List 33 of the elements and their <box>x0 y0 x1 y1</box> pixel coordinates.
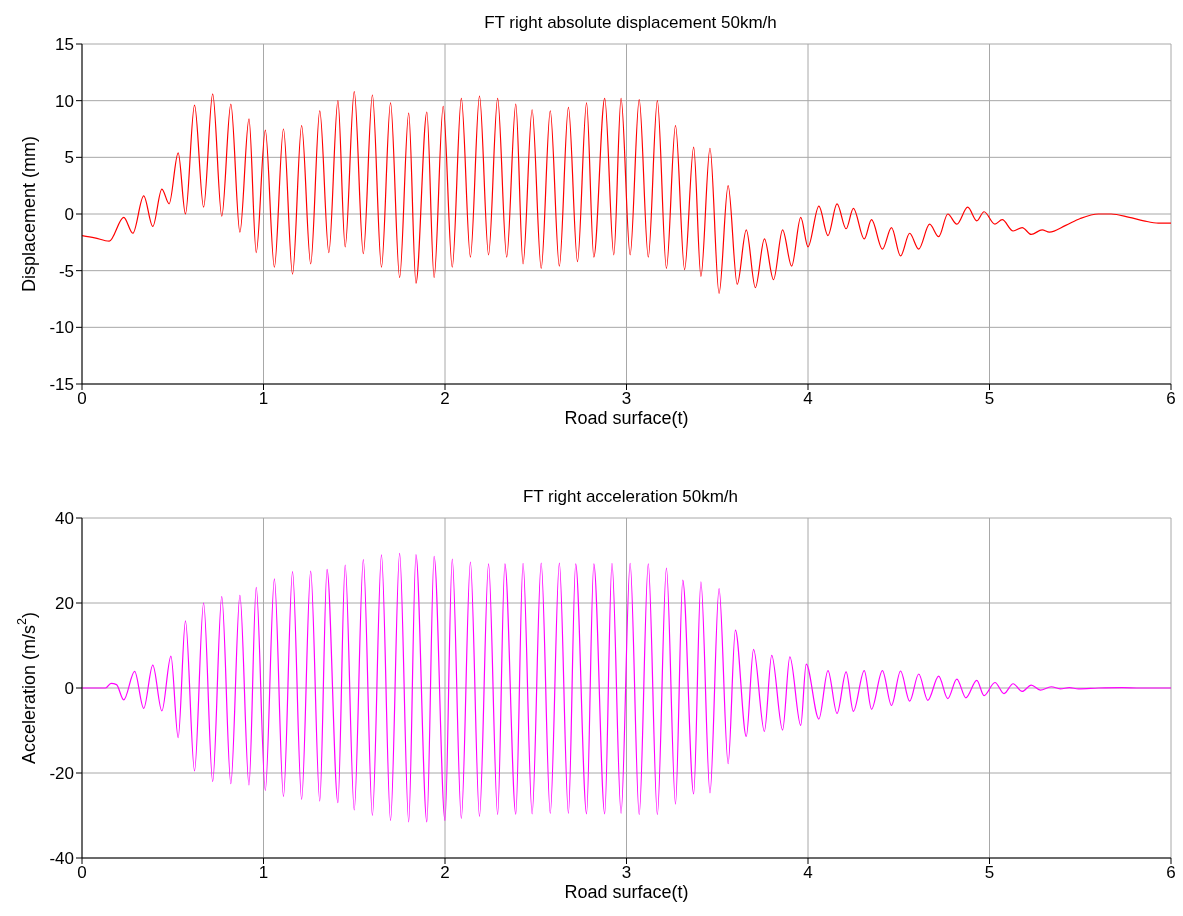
y-tick-label: 0 <box>64 205 74 225</box>
y-tick-label: 40 <box>55 509 74 529</box>
x-tick-label: 1 <box>258 389 269 409</box>
y-tick-label: -40 <box>49 849 74 869</box>
x-tick-label: 4 <box>803 389 813 409</box>
x-tick-label: 0 <box>77 863 87 883</box>
x-tick-label: 3 <box>621 863 632 883</box>
y-tick-label: 20 <box>55 594 74 614</box>
x-tick-label: 3 <box>621 389 632 409</box>
x-tick-label: 1 <box>258 863 269 883</box>
x-tick-label: 0 <box>77 389 87 409</box>
y-tick-label: -20 <box>49 764 74 784</box>
x-tick-label: 2 <box>440 389 450 409</box>
y-tick-label: 10 <box>55 91 74 111</box>
x-tick-label: 5 <box>984 389 995 409</box>
x-axis-title: Road surface(t) <box>564 408 689 428</box>
y-tick-label: 0 <box>64 679 74 699</box>
x-tick-label: 5 <box>984 863 995 883</box>
y-tick-label: -5 <box>58 261 74 281</box>
y-axis-title: Displacement (mm) <box>18 135 39 293</box>
x-tick-label: 6 <box>1166 389 1176 409</box>
y-tick-label: 5 <box>64 148 74 168</box>
chart-title: FT right absolute displacement 50km/h <box>484 13 777 32</box>
x-tick-label: 6 <box>1166 863 1176 883</box>
line-series <box>82 91 1171 294</box>
y-tick-label: 15 <box>55 35 74 55</box>
chart-title: FT right acceleration 50km/h <box>522 487 739 506</box>
x-tick-label: 2 <box>440 863 450 883</box>
y-tick-label: -10 <box>49 318 74 338</box>
x-axis-title: Road surface(t) <box>564 882 689 902</box>
x-tick-label: 4 <box>803 863 813 883</box>
line-series <box>82 552 1171 823</box>
y-tick-label: -15 <box>49 375 74 395</box>
